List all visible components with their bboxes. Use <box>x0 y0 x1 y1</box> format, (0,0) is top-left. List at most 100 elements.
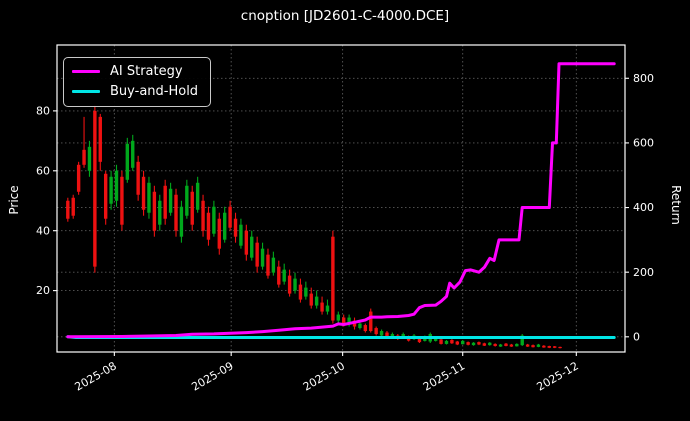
candle-body <box>547 346 551 348</box>
candle-body <box>190 191 194 225</box>
date-tick-label: 2025-12 <box>535 359 581 393</box>
candle-body <box>185 185 189 216</box>
candle-body <box>168 188 173 213</box>
candle-body <box>282 269 286 282</box>
candle-body <box>450 340 454 344</box>
candle-body <box>493 343 497 347</box>
candle-body <box>103 173 108 219</box>
candle-body <box>250 236 254 258</box>
candle-body <box>482 343 487 346</box>
candle-body <box>228 206 232 228</box>
return-tick-label: 800 <box>633 72 654 85</box>
price-tick-label: 60 <box>36 164 50 177</box>
candle-body <box>309 293 313 306</box>
candle-body <box>147 182 151 213</box>
candle-body <box>195 182 200 210</box>
price-tick-label: 80 <box>36 104 50 117</box>
candle-body <box>325 305 330 312</box>
candle-body <box>266 254 270 276</box>
candle-body <box>417 337 422 343</box>
candle-body <box>293 278 297 291</box>
candle-body <box>71 197 75 216</box>
candle-body <box>260 248 265 267</box>
candle-body <box>87 146 92 171</box>
candle-body <box>179 206 184 237</box>
price-tick-label: 40 <box>36 224 50 237</box>
candle-body <box>66 200 70 219</box>
candle-body <box>461 340 465 345</box>
candle-body <box>109 176 113 204</box>
candle-body <box>504 343 508 347</box>
candle-body <box>125 143 130 180</box>
candle-body <box>98 116 102 162</box>
candle-body <box>525 344 530 347</box>
candle-body <box>222 212 227 240</box>
return-tick-label: 200 <box>633 266 654 279</box>
date-tick-label: 2025-09 <box>189 359 235 393</box>
candle-body <box>488 342 492 346</box>
candle-body <box>515 343 519 347</box>
return-tick-label: 600 <box>633 137 654 150</box>
date-tick-label: 2025-10 <box>301 359 347 393</box>
candle-body <box>509 344 514 347</box>
ai-strategy-swatch-line <box>72 69 100 74</box>
candle-body <box>331 236 335 321</box>
candle-body <box>206 212 211 240</box>
candle-body <box>233 218 238 237</box>
legend-item-buy-and-hold: Buy-and-Hold <box>72 84 198 99</box>
candle-body <box>152 191 157 231</box>
candle-body <box>558 346 562 349</box>
ai-strategy-line <box>66 62 616 339</box>
candle-body <box>363 325 368 332</box>
candle-body <box>277 266 281 285</box>
candle-body <box>471 342 476 346</box>
candle-body <box>82 149 86 165</box>
candle-body <box>552 346 557 348</box>
date-tick-label: 2025-11 <box>421 359 467 393</box>
candle-body <box>239 224 243 246</box>
candle-body <box>401 334 405 338</box>
candle-body <box>271 257 276 273</box>
candle-body <box>287 275 292 294</box>
tick-marks <box>53 77 629 356</box>
candle-body <box>439 339 443 344</box>
candle-body <box>141 176 146 210</box>
legend: AI Strategy Buy-and-Hold <box>63 57 212 107</box>
candle-body <box>304 287 308 297</box>
candle-body <box>93 110 97 267</box>
candle-body <box>347 317 351 324</box>
candle-body <box>374 328 378 335</box>
buy-and-hold-swatch-line <box>72 89 100 94</box>
legend-label-buy-and-hold: Buy-and-Hold <box>110 84 199 99</box>
candle-body <box>217 218 221 249</box>
candle-body <box>76 164 81 192</box>
candle-body <box>314 296 319 306</box>
candle-body <box>174 194 178 231</box>
candle-body <box>358 323 362 329</box>
return-tick-label: 0 <box>633 330 640 343</box>
candle-body <box>201 200 205 231</box>
candle-body <box>320 302 324 312</box>
candle-body <box>298 284 303 300</box>
candle-body <box>131 140 135 168</box>
candle-body <box>136 161 140 195</box>
candle-body <box>114 170 119 201</box>
candle-body <box>520 335 524 346</box>
chart-title: cnoption [JD2601-C-4000.DCE] <box>240 8 450 24</box>
candle-body <box>542 345 546 348</box>
candle-body <box>158 200 162 225</box>
candle-body <box>466 342 470 345</box>
legend-item-ai-strategy: AI Strategy <box>72 64 198 79</box>
candle-body <box>536 344 541 347</box>
candle-body <box>477 342 481 345</box>
candle-body <box>163 185 167 219</box>
candle-body <box>379 331 384 336</box>
candle-body <box>385 332 389 338</box>
price-tick-label: 20 <box>36 284 50 297</box>
candle-body <box>531 345 535 348</box>
candlestick-series <box>66 104 562 349</box>
candle-body <box>120 176 124 225</box>
